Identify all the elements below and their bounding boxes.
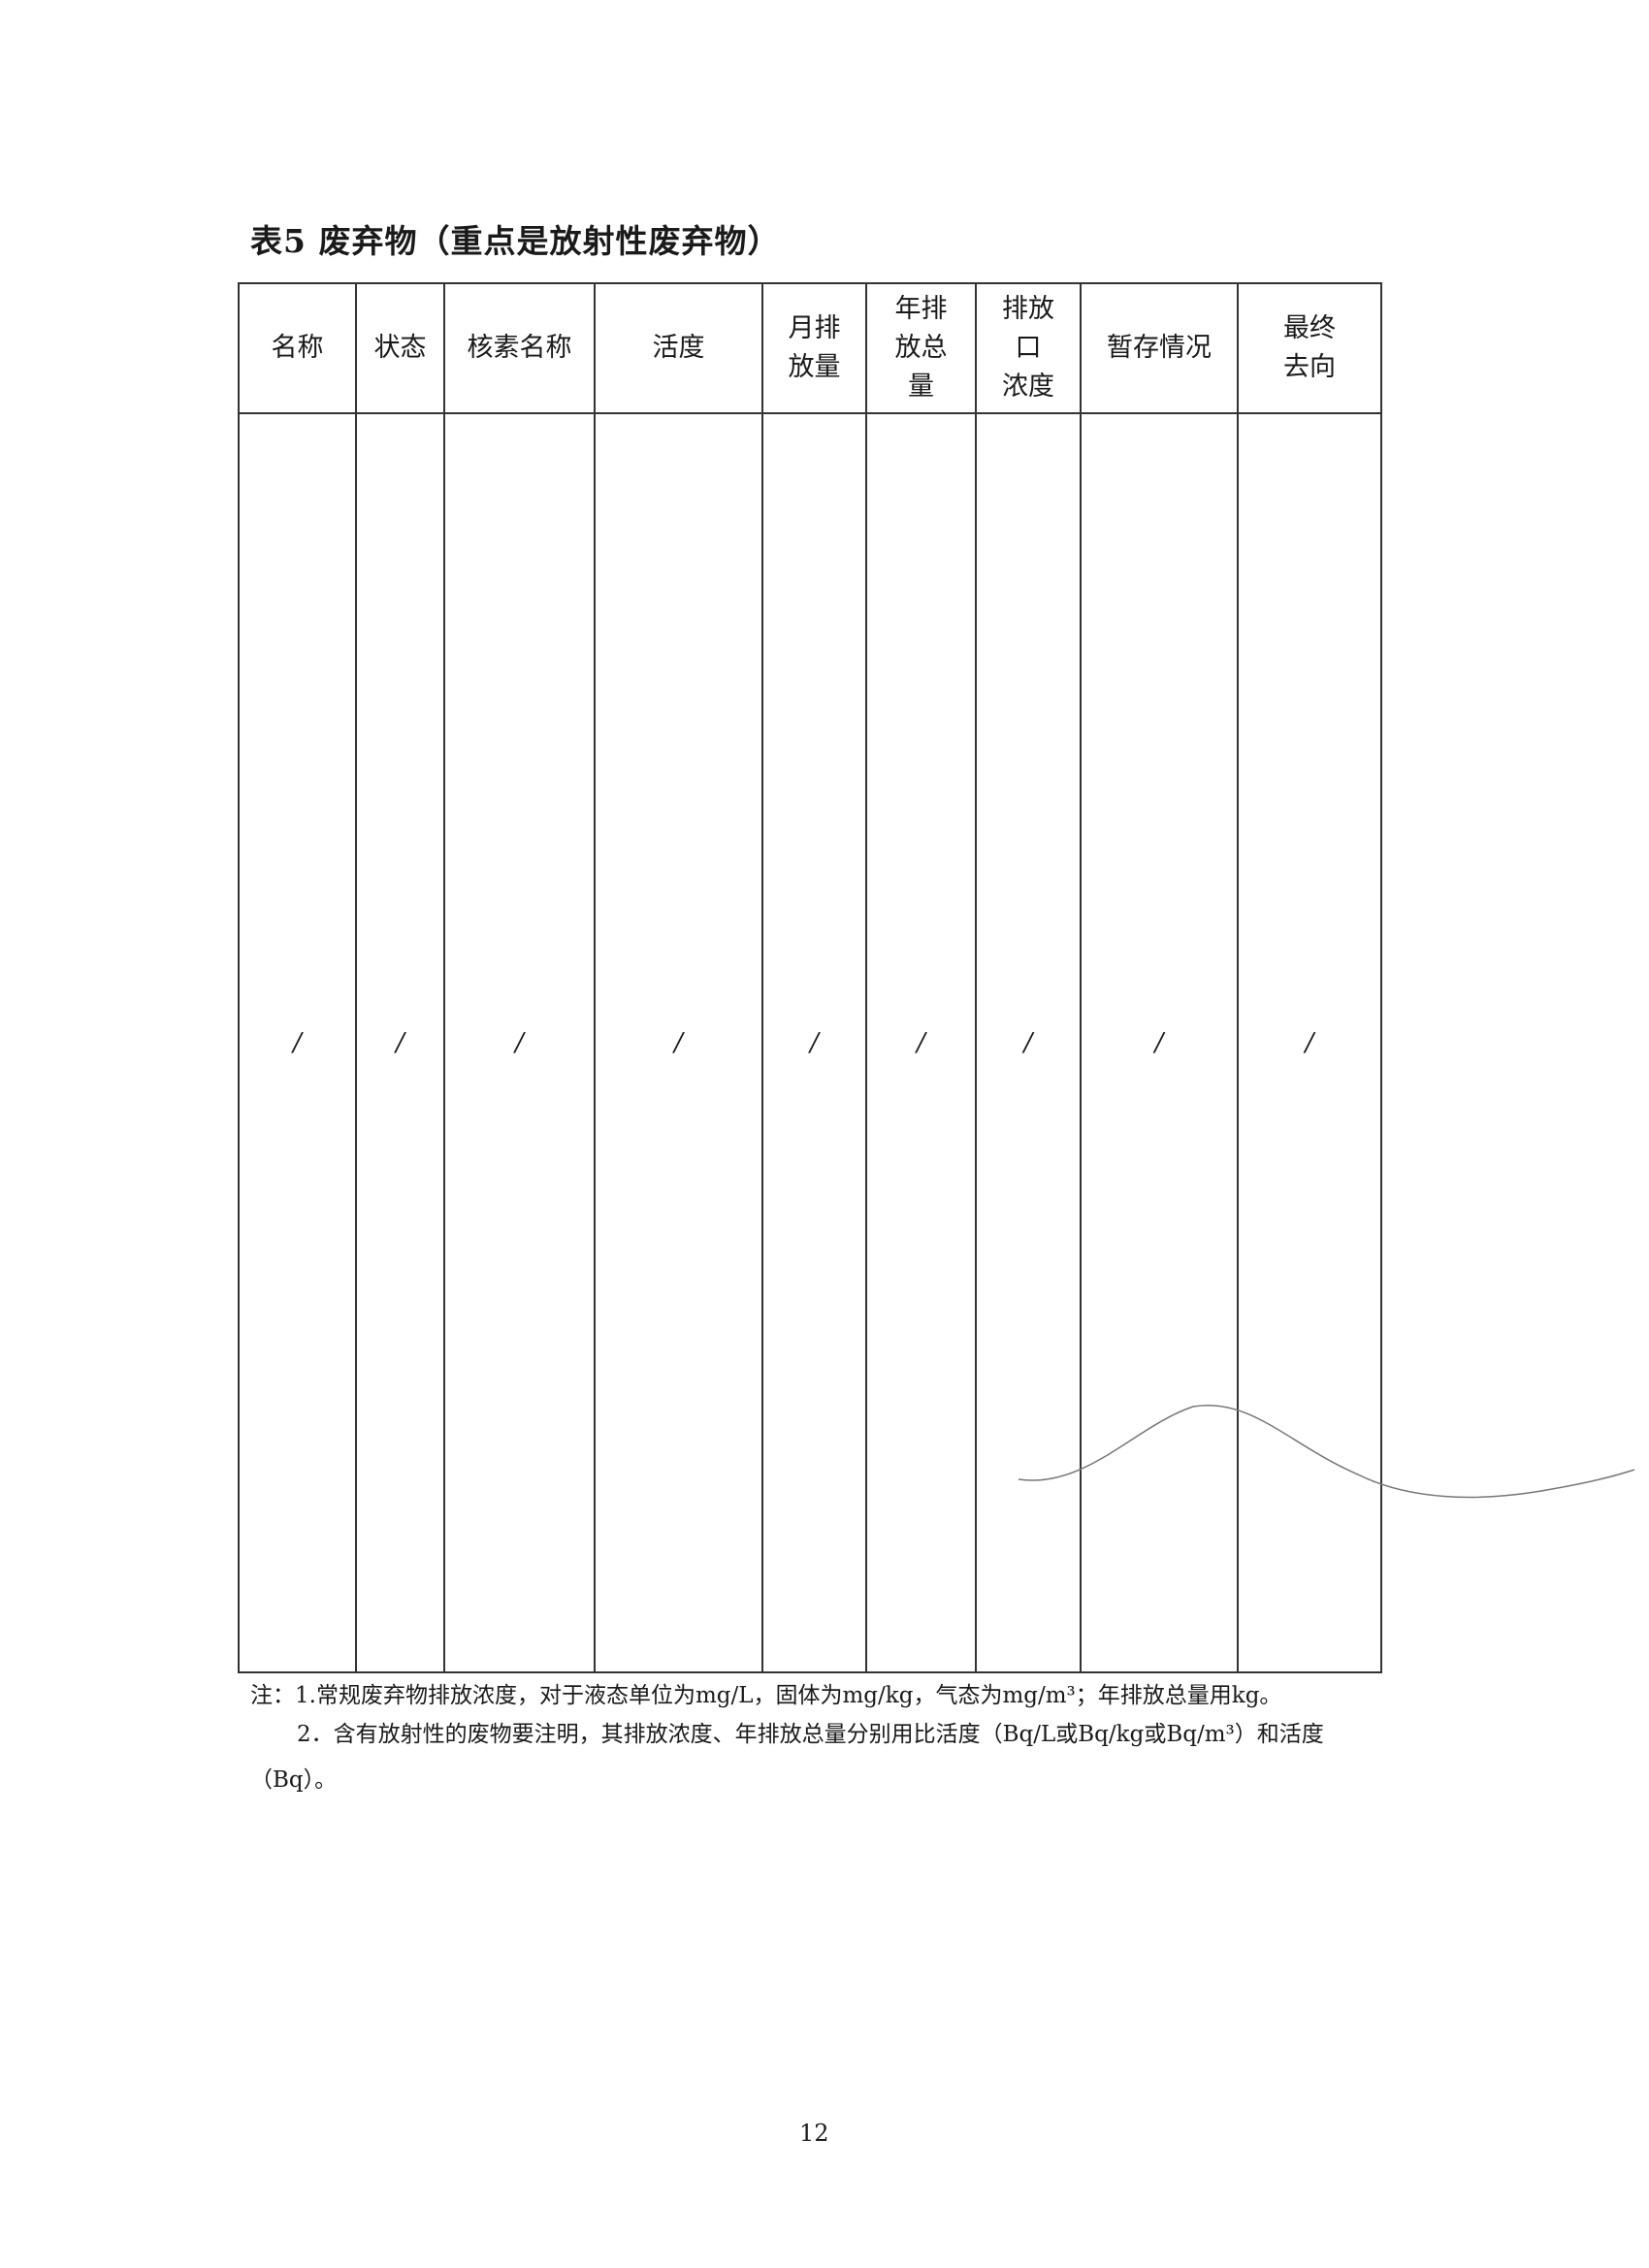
header-final-destination: 最终 去向 — [1237, 282, 1382, 414]
header-storage: 暂存情况 — [1080, 282, 1239, 414]
cell-storage: / — [1080, 412, 1239, 1673]
table-row: / / / / / / / / / — [238, 412, 1382, 1673]
note-1: 注：1.常规废弃物排放浓度，对于液态单位为mg/L，固体为mg/kg，气态为mg… — [250, 1683, 1282, 1708]
cell-nuclide: / — [443, 412, 596, 1673]
note-2: 2．含有放射性的废物要注明，其排放浓度、年排放总量分别用比活度（Bq/L或Bq/… — [297, 1722, 1324, 1747]
cell-annual-total: / — [865, 412, 977, 1673]
cell-final-destination: / — [1237, 412, 1382, 1673]
table-title: 表5 废弃物（重点是放射性废弃物） — [250, 222, 781, 260]
page-number: 12 — [799, 2120, 829, 2147]
header-nuclide: 核素名称 — [443, 282, 596, 414]
cell-outlet-concentration: / — [975, 412, 1082, 1673]
cell-activity: / — [594, 412, 763, 1673]
header-row: 名称 状态 核素名称 活度 月排 放量 年排 放总量 排放口浓度 暂存情况 最终 去向 — [238, 282, 1382, 414]
header-name: 名称 — [238, 282, 357, 414]
waste-table: 名称 状态 核素名称 活度 月排 放量 年排 放总量 排放口浓度 暂存情况 最终 去向… — [238, 282, 1382, 1673]
cell-monthly-discharge: / — [761, 412, 867, 1673]
header-monthly-discharge: 月排 放量 — [761, 282, 867, 414]
header-state: 状态 — [355, 282, 445, 414]
note-2-continued: （Bq）。 — [250, 1767, 338, 1793]
header-activity: 活度 — [594, 282, 763, 414]
header-outlet-concentration: 排放口浓度 — [975, 282, 1082, 414]
header-annual-total: 年排 放总量 — [865, 282, 977, 414]
cell-name: / — [238, 412, 357, 1673]
cell-state: / — [355, 412, 445, 1673]
